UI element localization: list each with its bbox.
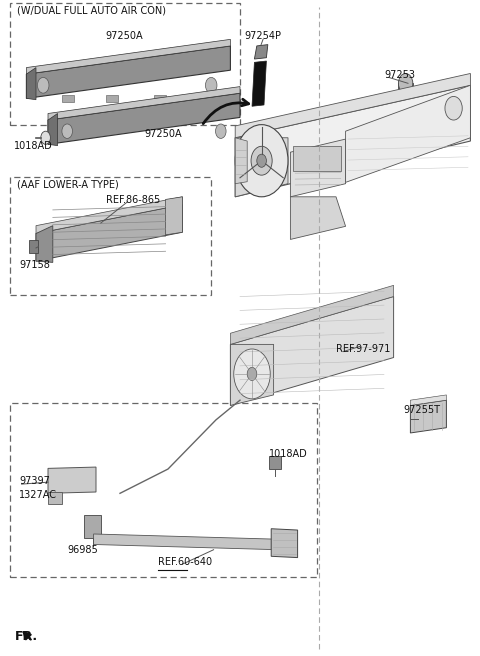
Polygon shape xyxy=(48,93,240,144)
Polygon shape xyxy=(48,467,96,493)
Text: (W/DUAL FULL AUTO AIR CON): (W/DUAL FULL AUTO AIR CON) xyxy=(17,6,166,16)
Bar xyxy=(106,95,118,102)
Polygon shape xyxy=(48,113,58,146)
Text: 97253: 97253 xyxy=(384,70,415,81)
Bar xyxy=(10,177,211,295)
Text: 97397: 97397 xyxy=(19,476,50,486)
Polygon shape xyxy=(94,534,278,550)
Circle shape xyxy=(62,124,72,138)
Text: 97255T: 97255T xyxy=(403,405,440,415)
Text: 97158: 97158 xyxy=(19,260,50,270)
Polygon shape xyxy=(36,197,182,234)
Polygon shape xyxy=(166,197,182,235)
Circle shape xyxy=(41,131,50,144)
Bar xyxy=(293,146,341,171)
Polygon shape xyxy=(36,205,182,261)
Text: FR.: FR. xyxy=(14,630,37,643)
Text: 97254P: 97254P xyxy=(245,31,282,41)
Polygon shape xyxy=(290,139,346,197)
Text: 96985: 96985 xyxy=(67,544,98,555)
Circle shape xyxy=(216,124,226,138)
Polygon shape xyxy=(26,39,230,74)
Bar xyxy=(269,456,281,469)
Circle shape xyxy=(445,96,462,120)
Circle shape xyxy=(235,125,288,197)
Circle shape xyxy=(247,367,257,380)
Polygon shape xyxy=(346,85,470,182)
Bar xyxy=(10,3,240,125)
Bar xyxy=(10,403,317,577)
Polygon shape xyxy=(235,85,470,197)
Polygon shape xyxy=(410,400,446,433)
Text: REF.97-971: REF.97-971 xyxy=(336,344,390,354)
Text: 1018AD: 1018AD xyxy=(269,449,308,459)
Circle shape xyxy=(251,146,272,175)
Circle shape xyxy=(205,77,217,93)
Circle shape xyxy=(37,77,49,93)
Bar xyxy=(154,95,166,102)
Polygon shape xyxy=(235,73,470,138)
Polygon shape xyxy=(26,46,230,98)
Circle shape xyxy=(257,154,266,167)
Bar xyxy=(84,515,101,538)
Polygon shape xyxy=(271,529,298,558)
Text: 1018AD: 1018AD xyxy=(14,140,53,151)
Text: 97250A: 97250A xyxy=(144,129,181,140)
Bar xyxy=(62,95,74,102)
Text: REF.60-640: REF.60-640 xyxy=(158,557,213,567)
Polygon shape xyxy=(36,226,53,262)
Polygon shape xyxy=(230,285,394,344)
Text: 97250A: 97250A xyxy=(106,31,143,41)
Polygon shape xyxy=(26,68,36,100)
Bar xyxy=(197,95,209,102)
Circle shape xyxy=(398,73,413,93)
Polygon shape xyxy=(235,138,247,184)
Text: 1327AC: 1327AC xyxy=(19,490,57,501)
Polygon shape xyxy=(290,197,346,239)
Polygon shape xyxy=(235,138,288,197)
Polygon shape xyxy=(410,395,446,405)
Polygon shape xyxy=(48,87,240,120)
Circle shape xyxy=(234,349,270,399)
Polygon shape xyxy=(254,45,268,59)
Bar xyxy=(29,240,38,253)
Text: REF.86-865: REF.86-865 xyxy=(106,195,160,205)
Polygon shape xyxy=(230,344,274,405)
Polygon shape xyxy=(48,492,62,504)
Bar xyxy=(398,83,413,100)
Polygon shape xyxy=(230,297,394,405)
Polygon shape xyxy=(252,61,266,106)
Text: (AAF LOWER-A TYPE): (AAF LOWER-A TYPE) xyxy=(17,180,119,190)
